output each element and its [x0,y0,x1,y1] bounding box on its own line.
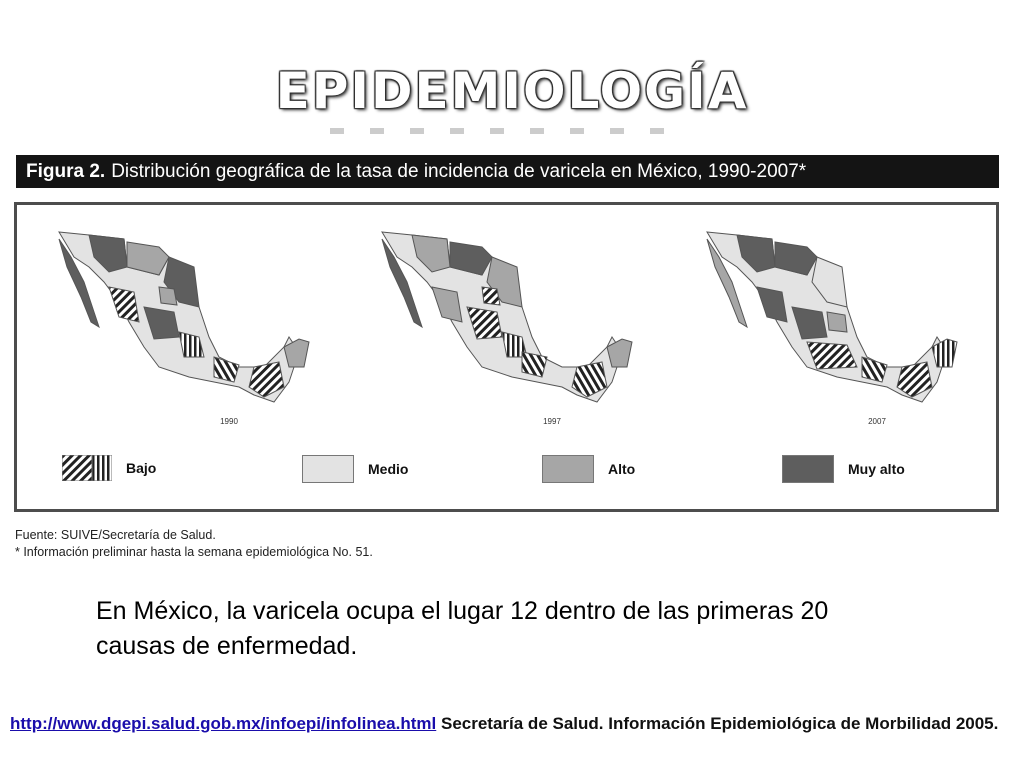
figure-source: Fuente: SUIVE/Secretaría de Salud. [15,528,216,542]
reference: http://www.dgepi.salud.gob.mx/infoepi/in… [10,712,1010,736]
figure-notes: Fuente: SUIVE/Secretaría de Salud. * Inf… [15,527,373,561]
body-paragraph: En México, la varicela ocupa el lugar 12… [96,597,829,660]
hatched-swatch-icon [62,455,112,481]
slide-title: EPIDEMIOLOGÍA [275,62,749,120]
mexico-map-1990: 1990 [49,227,319,426]
legend-swatch [302,455,354,483]
legend-label: Medio [368,461,409,477]
mexico-map-1997: 1997 [372,227,642,426]
map-year-label: 1990 [220,417,238,426]
map-year-label: 1997 [543,417,561,426]
legend-label: Alto [608,461,636,477]
legend-swatch [782,455,834,483]
legend-swatch [542,455,594,483]
legend-item-alto: Alto [542,455,635,483]
figure-caption: Distribución geográfica de la tasa de in… [111,160,807,182]
map-year-label: 2007 [868,417,886,426]
legend-item-muy-alto: Muy alto [782,455,905,483]
figure-footnote: * Información preliminar hasta la semana… [15,545,373,559]
legend-label: Muy alto [848,461,905,477]
figure-panel: 1990 1997 [14,202,999,512]
legend-item-medio: Medio [302,455,408,483]
figure-label: Figura 2. [26,160,106,182]
subtitle-remnant [330,128,690,134]
mexico-map-2007: 2007 [697,227,967,426]
reference-link[interactable]: http://www.dgepi.salud.gob.mx/infoepi/in… [10,714,437,733]
reference-text: Secretaría de Salud. Información Epidemi… [440,714,999,733]
legend-item-bajo: Bajo [62,455,156,481]
figure-caption-bar: Figura 2. Distribución geográfica de la … [16,155,999,188]
legend-label: Bajo [126,460,157,476]
